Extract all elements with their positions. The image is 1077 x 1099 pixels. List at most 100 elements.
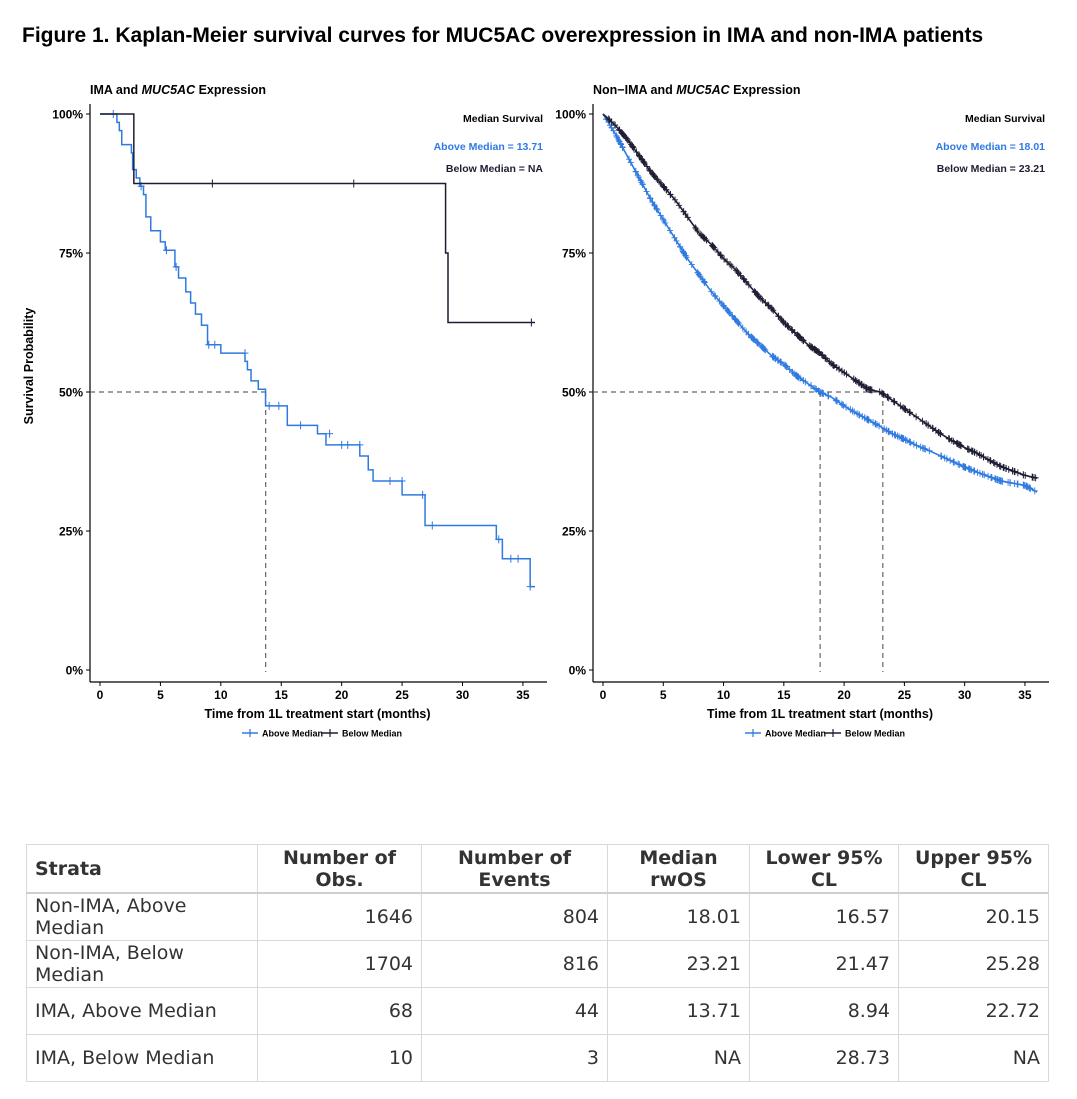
x-tick-label: 20 <box>837 688 851 702</box>
legend-label-above: Above Median <box>262 729 323 739</box>
cell-upper-cl: 22.72 <box>898 987 1049 1035</box>
panel-title-prefix: Non−IMA and <box>593 83 676 97</box>
y-tick-label: 50% <box>562 386 586 400</box>
y-tick-label: 75% <box>562 247 586 261</box>
censor-mark-above-median <box>275 401 283 410</box>
legend-label-below: Below Median <box>845 729 905 739</box>
x-tick-label: 5 <box>660 688 667 702</box>
x-tick-label: 35 <box>1018 688 1032 702</box>
x-tick-label: 10 <box>717 688 731 702</box>
cell-upper-cl: NA <box>898 1034 1049 1082</box>
legend-label-below: Below Median <box>342 729 402 739</box>
header-strata: Strata <box>26 844 258 894</box>
x-tick-label: 15 <box>275 688 289 702</box>
median-survival-below: Below Median = 23.21 <box>937 163 1045 175</box>
survival-stats-table: Strata Number of Obs. Number of Events M… <box>26 844 1049 1082</box>
x-axis-label: Time from 1L treatment start (months) <box>707 707 933 721</box>
km-curve-below-median <box>100 113 535 324</box>
panel-title-gene: MUC5AC <box>142 83 196 97</box>
table-row: Non-IMA, Below Median 1704 816 23.21 21.… <box>26 940 1049 988</box>
censor-mark-above-median <box>507 554 515 563</box>
table-header-row: Strata Number of Obs. Number of Events M… <box>26 844 1049 894</box>
y-axis-label: Survival Probability <box>22 308 36 425</box>
km-panel-1: IMA and MUC5AC Expression 0% 25% 50% 75% 100%… <box>22 83 547 739</box>
table-row: IMA, Below Median 10 3 NA 28.73 NA <box>26 1034 1049 1082</box>
figure-title: Figure 1. Kaplan-Meier survival curves f… <box>22 24 984 47</box>
cell-median-rwos: 23.21 <box>607 940 750 988</box>
x-tick-label: 10 <box>214 688 228 702</box>
censor-mark-above-median <box>514 554 522 563</box>
censor-mark-above-median <box>297 421 305 430</box>
censor-mark-above-median <box>398 476 406 485</box>
cell-upper-cl: 20.15 <box>898 892 1049 941</box>
y-tick-label: 75% <box>59 247 83 261</box>
cell-strata: Non-IMA, Above Median <box>26 892 258 941</box>
x-tick-label: 15 <box>777 688 791 702</box>
censor-marks-above-median <box>603 115 1038 495</box>
median-survival-below: Below Median = NA <box>446 163 544 175</box>
censor-mark-above-median <box>241 349 249 358</box>
cell-lower-cl: 16.57 <box>749 892 899 941</box>
header-number-obs: Number of Obs. <box>257 844 422 894</box>
km-curve-above-median <box>100 113 535 588</box>
cell-median-rwos: 13.71 <box>607 987 750 1035</box>
cell-lower-cl: 21.47 <box>749 940 899 988</box>
km-plots: IMA and MUC5AC Expression0%25%50%75%100%… <box>22 83 1049 739</box>
panel-title: Non−IMA and MUC5AC Expression <box>593 83 801 97</box>
x-tick-label: 0 <box>600 688 607 702</box>
censor-mark-above-median <box>162 246 170 255</box>
x-axis-label: Time from 1L treatment start (months) <box>205 707 431 721</box>
censor-mark-above-median <box>526 582 534 591</box>
cell-number-obs: 68 <box>257 987 422 1035</box>
table-row: IMA, Above Median 68 44 13.71 8.94 22.72 <box>26 987 1049 1035</box>
table-row: Non-IMA, Above Median 1646 804 18.01 16.… <box>26 892 1049 941</box>
header-upper-cl: Upper 95% CL <box>898 844 1049 894</box>
header-median-rwos: Median rwOS <box>607 844 750 894</box>
cell-lower-cl: 8.94 <box>749 987 899 1035</box>
y-tick-label: 0% <box>66 664 84 678</box>
y-tick-label: 100% <box>52 108 83 122</box>
x-tick-label: 20 <box>335 688 349 702</box>
panel-title-suffix: Expression <box>730 83 801 97</box>
x-tick-label: 35 <box>516 688 530 702</box>
censor-mark-above-median <box>338 440 346 449</box>
censor-mark-below-median <box>527 318 535 327</box>
y-tick-label: 25% <box>562 525 586 539</box>
cell-strata: IMA, Above Median <box>26 987 258 1035</box>
y-tick-label: 50% <box>59 386 83 400</box>
censor-mark-above-median <box>211 340 219 349</box>
censor-marks-below-median <box>605 115 1039 482</box>
censor-mark-above-median <box>419 490 427 499</box>
cell-median-rwos: NA <box>607 1034 750 1082</box>
cell-strata: Non-IMA, Below Median <box>26 940 258 988</box>
x-tick-label: 25 <box>898 688 912 702</box>
header-lower-cl: Lower 95% CL <box>749 844 899 894</box>
cell-number-events: 816 <box>421 940 608 988</box>
km-panel-2: Non−IMA and MUC5AC Expression 0% 25% 50% 75%… <box>555 83 1049 739</box>
y-tick-label: 0% <box>569 664 587 678</box>
censor-mark-above-median <box>344 440 352 449</box>
censor-mark-below-median <box>208 179 216 188</box>
censor-mark-above-median <box>495 535 503 544</box>
median-survival-title: Median Survival <box>463 113 543 125</box>
cell-upper-cl: 25.28 <box>898 940 1049 988</box>
cell-number-obs: 1704 <box>257 940 422 988</box>
x-tick-label: 0 <box>97 688 104 702</box>
cell-number-obs: 1646 <box>257 892 422 941</box>
cell-number-events: 3 <box>421 1034 608 1082</box>
censor-mark-above-median <box>356 440 364 449</box>
censor-mark-above-median <box>172 262 180 271</box>
x-tick-label: 30 <box>456 688 470 702</box>
median-survival-above: Above Median = 13.71 <box>434 141 544 153</box>
legend-label-above: Above Median <box>765 729 826 739</box>
x-tick-label: 5 <box>157 688 164 702</box>
cell-lower-cl: 28.73 <box>749 1034 899 1082</box>
header-number-events: Number of Events <box>421 844 608 894</box>
x-tick-label: 30 <box>958 688 972 702</box>
panel-title-prefix: IMA and <box>90 83 142 97</box>
cell-strata: IMA, Below Median <box>26 1034 258 1082</box>
median-survival-title: Median Survival <box>965 113 1045 125</box>
y-tick-label: 25% <box>59 525 83 539</box>
cell-number-events: 44 <box>421 987 608 1035</box>
censor-mark-below-median <box>350 179 358 188</box>
